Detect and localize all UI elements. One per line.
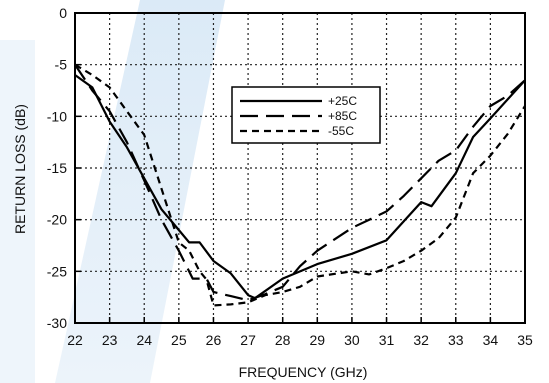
background-watermark-stripe-2 xyxy=(0,40,35,383)
y-tick-label: -5 xyxy=(55,57,68,73)
x-tick-label: 25 xyxy=(171,332,187,348)
axes xyxy=(74,12,526,324)
x-tick-label: 23 xyxy=(102,332,118,348)
y-tick-label: -30 xyxy=(47,315,67,331)
y-tick-label: -15 xyxy=(47,160,67,176)
x-tick-label: 28 xyxy=(275,332,291,348)
x-tick-label: 22 xyxy=(67,332,83,348)
y-tick-label: -10 xyxy=(47,108,67,124)
legend-label: +25C xyxy=(328,94,357,108)
legend-label: -55C xyxy=(328,124,354,138)
tick-labels: 22 23 24 25 26 27 28 29 30 31 32 33 34 35 0 -5 -10 -15 -20… xyxy=(47,5,533,348)
series-lines xyxy=(74,63,526,307)
x-tick-label: 24 xyxy=(136,332,152,348)
x-tick-label: 32 xyxy=(413,332,429,348)
y-tick-label: -25 xyxy=(47,263,67,279)
y-axis-title: RETURN LOSS (dB) xyxy=(12,104,28,234)
x-tick-label: 27 xyxy=(240,332,256,348)
x-tick-label: 30 xyxy=(344,332,360,348)
background-watermark-stripe xyxy=(55,0,225,383)
series-line xyxy=(74,64,526,302)
legend: +25C+85C-55C xyxy=(231,86,381,144)
x-tick-label: 29 xyxy=(310,332,326,348)
y-tick-label: 0 xyxy=(59,5,67,21)
x-tick-label: 26 xyxy=(206,332,222,348)
x-axis-title: FREQUENCY (GHz) xyxy=(239,364,368,380)
legend-label: +85C xyxy=(328,109,357,123)
x-tick-label: 31 xyxy=(379,332,395,348)
y-tick-label: -20 xyxy=(47,212,67,228)
series-line xyxy=(74,63,526,307)
x-tick-label: 34 xyxy=(483,332,499,348)
x-tick-label: 35 xyxy=(517,332,533,348)
x-tick-label: 33 xyxy=(448,332,464,348)
